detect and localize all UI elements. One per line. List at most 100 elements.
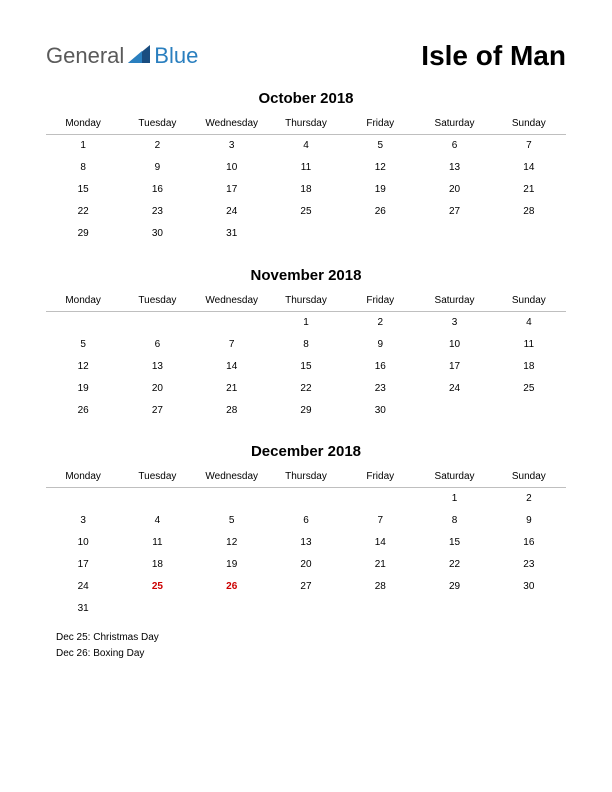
calendar-cell: 3 bbox=[417, 311, 491, 333]
calendar-cell: 17 bbox=[195, 179, 269, 201]
calendar-cell: 24 bbox=[46, 576, 120, 598]
calendar-month: October 2018MondayTuesdayWednesdayThursd… bbox=[46, 90, 566, 245]
holidays-list: Dec 25: Christmas DayDec 26: Boxing Day bbox=[46, 630, 566, 662]
calendar-cell: 31 bbox=[195, 223, 269, 245]
calendar-cell: 12 bbox=[195, 532, 269, 554]
calendar-cell: 1 bbox=[269, 311, 343, 333]
calendar-cell: 20 bbox=[269, 554, 343, 576]
calendar-row: 2627282930 bbox=[46, 399, 566, 421]
logo: General Blue bbox=[46, 43, 198, 70]
month-title: November 2018 bbox=[46, 267, 566, 284]
calendar-cell: 25 bbox=[492, 377, 566, 399]
calendar-cell: 7 bbox=[343, 510, 417, 532]
calendar-cell: 19 bbox=[343, 179, 417, 201]
calendar-cell: 29 bbox=[46, 223, 120, 245]
calendar-cell: 7 bbox=[195, 333, 269, 355]
month-title: December 2018 bbox=[46, 443, 566, 460]
calendar-cell: 8 bbox=[269, 333, 343, 355]
calendar-table: MondayTuesdayWednesdayThursdayFridaySatu… bbox=[46, 466, 566, 620]
calendar-cell: 2 bbox=[492, 488, 566, 510]
calendar-cell: 13 bbox=[120, 355, 194, 377]
weekday-header: Monday bbox=[46, 466, 120, 488]
calendar-cell bbox=[120, 488, 194, 510]
calendar-row: 12 bbox=[46, 488, 566, 510]
calendar-row: 567891011 bbox=[46, 333, 566, 355]
calendar-cell: 15 bbox=[46, 179, 120, 201]
weekday-header: Wednesday bbox=[195, 113, 269, 135]
calendar-cell: 21 bbox=[195, 377, 269, 399]
weekday-header: Tuesday bbox=[120, 290, 194, 312]
calendar-row: 17181920212223 bbox=[46, 554, 566, 576]
calendar-row: 22232425262728 bbox=[46, 201, 566, 223]
weekday-header: Thursday bbox=[269, 290, 343, 312]
page-title: Isle of Man bbox=[421, 40, 566, 72]
calendar-cell: 21 bbox=[492, 179, 566, 201]
calendar-cell bbox=[120, 598, 194, 620]
calendar-cell bbox=[120, 311, 194, 333]
calendar-cell: 11 bbox=[269, 157, 343, 179]
weekday-header: Friday bbox=[343, 113, 417, 135]
logo-text-blue: Blue bbox=[154, 43, 198, 69]
calendar-cell: 8 bbox=[417, 510, 491, 532]
weekday-header: Wednesday bbox=[195, 466, 269, 488]
calendar-cell: 19 bbox=[46, 377, 120, 399]
calendar-row: 31 bbox=[46, 598, 566, 620]
calendar-cell: 27 bbox=[269, 576, 343, 598]
calendar-cell: 17 bbox=[417, 355, 491, 377]
calendar-cell: 16 bbox=[492, 532, 566, 554]
calendar-cell: 1 bbox=[417, 488, 491, 510]
calendar-cell: 22 bbox=[46, 201, 120, 223]
calendar-cell: 27 bbox=[120, 399, 194, 421]
calendar-cell: 29 bbox=[417, 576, 491, 598]
calendar-row: 1234567 bbox=[46, 135, 566, 157]
calendar-cell bbox=[269, 598, 343, 620]
calendar-cell: 28 bbox=[195, 399, 269, 421]
calendar-cell: 10 bbox=[195, 157, 269, 179]
weekday-header: Thursday bbox=[269, 466, 343, 488]
weekday-header: Sunday bbox=[492, 290, 566, 312]
calendar-cell bbox=[492, 223, 566, 245]
calendar-row: 12131415161718 bbox=[46, 355, 566, 377]
calendar-cell: 11 bbox=[492, 333, 566, 355]
calendar-cell: 22 bbox=[417, 554, 491, 576]
calendar-cell: 4 bbox=[492, 311, 566, 333]
calendar-cell: 5 bbox=[343, 135, 417, 157]
calendar-row: 15161718192021 bbox=[46, 179, 566, 201]
calendar-month: December 2018 MondayTuesdayWednesdayThurs… bbox=[46, 443, 566, 662]
calendar-cell bbox=[195, 488, 269, 510]
calendar-table: MondayTuesdayWednesdayThursdayFridaySatu… bbox=[46, 113, 566, 245]
calendar-cell: 6 bbox=[269, 510, 343, 532]
calendar-cell: 12 bbox=[46, 355, 120, 377]
calendar-cell: 15 bbox=[269, 355, 343, 377]
calendar-cell bbox=[492, 598, 566, 620]
calendar-cell: 28 bbox=[343, 576, 417, 598]
calendar-cell: 13 bbox=[417, 157, 491, 179]
calendar-cell bbox=[417, 223, 491, 245]
calendar-cell: 3 bbox=[195, 135, 269, 157]
calendar-row: 24252627282930 bbox=[46, 576, 566, 598]
calendar-cell: 14 bbox=[492, 157, 566, 179]
calendar-cell: 22 bbox=[269, 377, 343, 399]
calendar-cell: 10 bbox=[46, 532, 120, 554]
calendar-cell bbox=[269, 223, 343, 245]
calendar-cell: 4 bbox=[120, 510, 194, 532]
calendar-row: 891011121314 bbox=[46, 157, 566, 179]
calendar-cell: 24 bbox=[417, 377, 491, 399]
calendar-table: MondayTuesdayWednesdayThursdayFridaySatu… bbox=[46, 290, 566, 422]
calendar-cell: 23 bbox=[120, 201, 194, 223]
holiday-entry: Dec 25: Christmas Day bbox=[56, 630, 566, 646]
calendar-cell: 25 bbox=[269, 201, 343, 223]
calendar-row: 10111213141516 bbox=[46, 532, 566, 554]
calendar-cell bbox=[195, 598, 269, 620]
calendar-cell: 16 bbox=[120, 179, 194, 201]
calendar-cell: 2 bbox=[120, 135, 194, 157]
calendar-cell: 25 bbox=[120, 576, 194, 598]
calendar-cell: 2 bbox=[343, 311, 417, 333]
calendar-cell: 23 bbox=[343, 377, 417, 399]
weekday-header: Saturday bbox=[417, 466, 491, 488]
calendar-cell: 9 bbox=[120, 157, 194, 179]
weekday-header: Friday bbox=[343, 466, 417, 488]
calendar-cell: 14 bbox=[343, 532, 417, 554]
weekday-header: Thursday bbox=[269, 113, 343, 135]
weekday-header: Monday bbox=[46, 290, 120, 312]
